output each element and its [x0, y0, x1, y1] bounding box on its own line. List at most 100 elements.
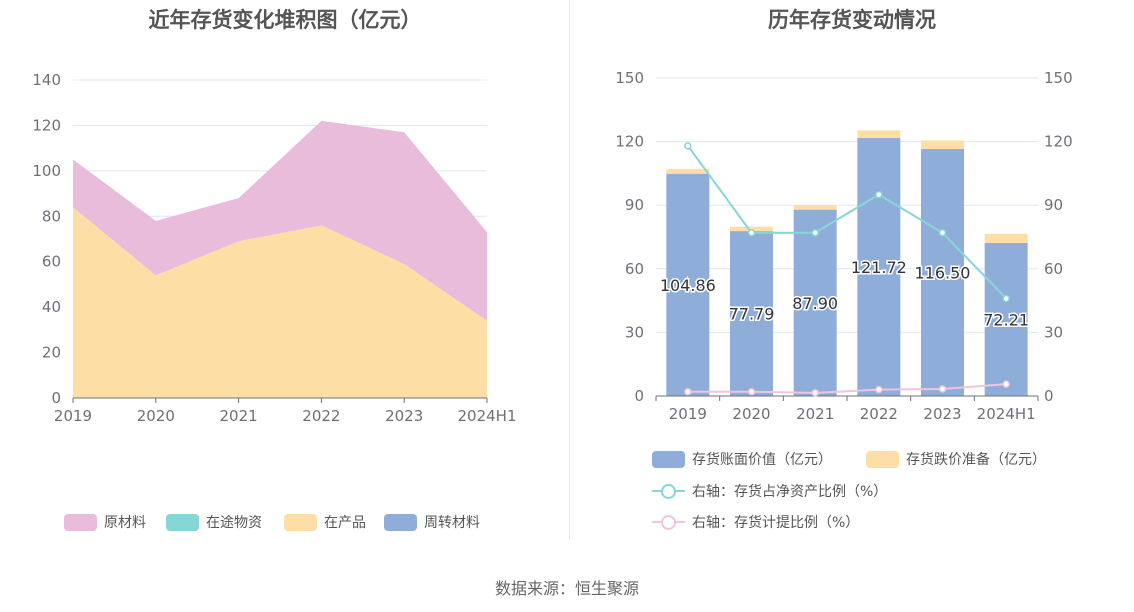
y-tick-label: 0: [51, 389, 61, 407]
legend-marker: [661, 484, 676, 499]
legend-label: 存货跌价准备（亿元）: [906, 452, 1046, 468]
line-point: [811, 229, 819, 237]
chart-divider: [569, 0, 570, 540]
y-tick-label-left: 0: [634, 387, 644, 405]
legend-label: 周转材料: [424, 515, 480, 531]
legend-item[interactable]: 在产品: [284, 512, 366, 532]
y-tick-label-left: 120: [615, 133, 644, 151]
y-tick-label-right: 30: [1044, 323, 1063, 341]
legend-item[interactable]: 存货账面价值（亿元）: [652, 449, 832, 469]
bar-data-label: 121.72: [851, 258, 907, 277]
bar-存货跌价准备（亿元）: [793, 204, 837, 210]
data-source-note: 数据来源：恒生聚源: [494, 579, 639, 598]
line-point: [875, 190, 883, 199]
y-tick-label-right: 60: [1044, 260, 1063, 278]
bar-存货跌价准备（亿元）: [984, 233, 1028, 243]
legend-item[interactable]: 在途物资: [166, 512, 262, 532]
line-point: [1002, 294, 1010, 303]
right-chart-title: 历年存货变动情况: [768, 8, 936, 32]
line-point: [811, 389, 819, 397]
legend-swatch: [384, 513, 417, 531]
x-tick-label: 2021: [796, 405, 834, 423]
bar-data-label: 116.50: [915, 264, 971, 283]
line-point: [747, 229, 756, 237]
legend-label: 右轴：存货计提比例（%）: [692, 515, 860, 531]
y-tick-label-left: 60: [625, 260, 644, 278]
bar-存货跌价准备（亿元）: [921, 140, 964, 150]
legend-label: 右轴：存货占净资产比例（%）: [692, 484, 888, 500]
bar-存货跌价准备（亿元）: [730, 226, 773, 232]
bar-存货跌价准备（亿元）: [666, 168, 710, 174]
legend-label: 在途物资: [206, 515, 262, 531]
y-tick-label: 120: [32, 116, 61, 134]
x-tick-label: 2020: [732, 405, 770, 423]
x-tick-label: 2024H1: [458, 407, 517, 425]
left-chart-title: 近年存货变化堆积图（亿元）: [148, 8, 422, 32]
x-tick-label: 2023: [923, 405, 961, 423]
y-tick-label-left: 30: [625, 323, 644, 341]
inventory-bar-line-chart: 0 0 30 30 60 60 90 90 120 120 150 150 2019 2020 2021 20…: [615, 69, 1073, 423]
y-tick-label: 60: [42, 253, 61, 271]
line-point: [938, 385, 947, 393]
y-tick-label-right: 0: [1044, 387, 1054, 405]
x-tick-label: 2022: [302, 407, 340, 425]
bar-data-label: 72.21: [983, 310, 1029, 329]
line-point: [747, 388, 756, 396]
x-tick-label: 2019: [54, 407, 92, 425]
bar-data-label: 104.86: [660, 276, 716, 295]
y-tick-label-right: 90: [1044, 196, 1063, 214]
line-point: [938, 229, 947, 237]
legend-label: 原材料: [104, 515, 146, 531]
bar-存货账面价值（亿元）: [666, 173, 710, 396]
x-tick-label: 2024H1: [977, 405, 1036, 423]
bar-存货账面价值（亿元）: [793, 209, 837, 396]
legend-swatch: [652, 450, 685, 468]
y-tick-label: 80: [42, 207, 61, 225]
y-tick-label: 20: [42, 344, 61, 362]
legend-item[interactable]: 原材料: [64, 512, 146, 532]
x-tick-label: 2019: [669, 405, 707, 423]
y-tick-label-right: 120: [1044, 133, 1073, 151]
y-tick-label: 140: [32, 71, 61, 89]
legend-label: 在产品: [324, 515, 366, 531]
legend-line-symbol: [652, 483, 685, 499]
line-point: [875, 385, 883, 394]
legend-item[interactable]: 右轴：存货计提比例（%）: [652, 512, 859, 532]
y-tick-label-left: 150: [615, 69, 644, 87]
bar-data-label: 87.90: [792, 294, 838, 313]
bar-存货账面价值（亿元）: [730, 231, 773, 396]
legend-item[interactable]: 周转材料: [384, 512, 480, 532]
legend-item[interactable]: 存货跌价准备（亿元）: [866, 449, 1046, 469]
bar-存货账面价值（亿元）: [857, 137, 901, 396]
legend-swatch: [64, 513, 97, 531]
legend-swatch: [284, 513, 317, 531]
area-原材料: [73, 120, 487, 321]
line-point: [1002, 380, 1010, 388]
legend-label: 存货账面价值（亿元）: [692, 452, 832, 468]
stacked-area-chart: 0 20 40 60 80 100 120 140 2019 2020 2021 2022 2023 20…: [32, 71, 517, 425]
line-右轴：存货占净资产比例（%）: [687, 145, 1007, 300]
legend-line-symbol: [652, 514, 685, 530]
legend-marker: [661, 515, 676, 530]
y-tick-label: 40: [42, 298, 61, 316]
line-point: [684, 388, 692, 396]
x-tick-label: 2021: [220, 407, 258, 425]
bar-存货账面价值（亿元）: [984, 242, 1028, 396]
legend-swatch: [866, 450, 899, 468]
bar-存货跌价准备（亿元）: [857, 130, 901, 138]
y-tick-label: 100: [32, 162, 61, 180]
bar-存货账面价值（亿元）: [921, 149, 964, 396]
right-chart-legend: 存货账面价值（亿元） 存货跌价准备（亿元） 右轴：存货占净资产比例（%） 右轴：存货计…: [570, 449, 1134, 539]
line-右轴：存货计提比例（%）: [687, 383, 1007, 394]
x-tick-label: 2023: [385, 407, 423, 425]
y-tick-label-left: 90: [625, 196, 644, 214]
x-tick-label: 2022: [860, 405, 898, 423]
y-tick-label-right: 150: [1044, 69, 1073, 87]
line-point: [684, 142, 692, 150]
left-chart-legend: 原材料 在途物资 在产品 周转材料: [0, 512, 570, 534]
x-tick-label: 2020: [137, 407, 175, 425]
legend-item[interactable]: 右轴：存货占净资产比例（%）: [652, 481, 887, 501]
legend-swatch: [166, 513, 199, 531]
area-在产品: [73, 207, 487, 398]
bar-data-label: 77.79: [729, 305, 775, 324]
